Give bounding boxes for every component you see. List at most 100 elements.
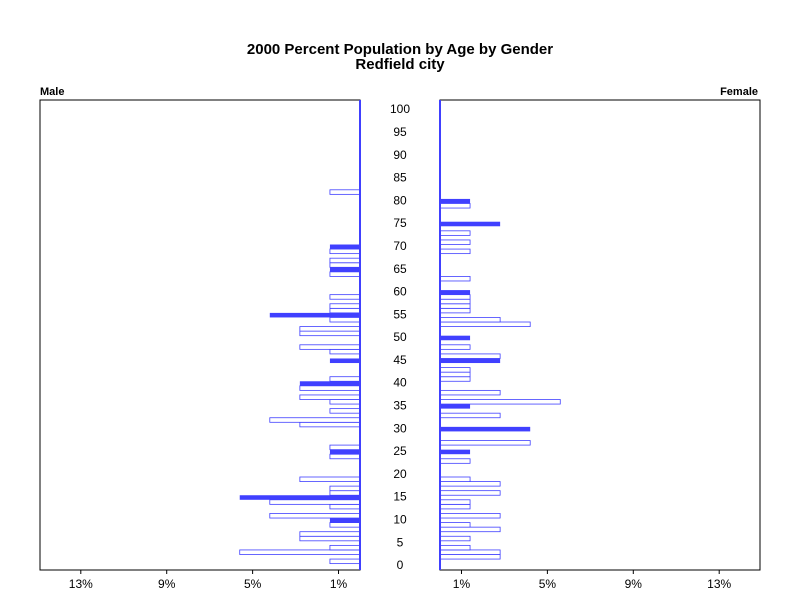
bar xyxy=(299,421,361,428)
bar xyxy=(439,458,471,464)
bar xyxy=(439,503,471,510)
y-tick-label: 50 xyxy=(393,330,407,344)
y-tick-label: 5 xyxy=(397,535,404,549)
bar xyxy=(299,394,361,400)
x-tick-label: 5% xyxy=(539,577,557,591)
bar xyxy=(329,257,361,264)
bar xyxy=(299,476,361,482)
bar xyxy=(329,485,361,492)
bar xyxy=(299,531,361,537)
y-tick-label: 20 xyxy=(393,467,407,481)
bar xyxy=(439,440,531,446)
bar xyxy=(439,389,501,396)
bar xyxy=(439,367,471,373)
y-tick-label: 95 xyxy=(393,125,407,139)
bar xyxy=(439,544,471,551)
bar xyxy=(329,262,361,268)
y-tick-label: 35 xyxy=(393,399,407,413)
right-panel-frame xyxy=(439,99,761,571)
bar xyxy=(439,490,501,496)
bar xyxy=(329,248,361,255)
bar xyxy=(439,554,501,560)
bar xyxy=(299,326,361,332)
chart-title: 2000 Percent Population by Age by Gender xyxy=(247,41,553,58)
bar xyxy=(329,244,360,250)
bar xyxy=(329,444,361,451)
bar xyxy=(439,399,561,405)
bar xyxy=(299,344,361,350)
x-tick-label: 5% xyxy=(244,577,262,591)
left-panel-label: Male xyxy=(40,86,64,98)
bar xyxy=(440,290,471,295)
bar xyxy=(329,189,361,195)
y-tick-label: 30 xyxy=(393,421,407,435)
bar xyxy=(439,230,471,236)
y-tick-label: 60 xyxy=(393,285,407,299)
bar xyxy=(299,385,361,391)
bar xyxy=(439,317,501,323)
bar xyxy=(299,330,361,337)
bar xyxy=(329,449,360,455)
x-tick-label: 1% xyxy=(453,577,471,591)
x-tick-label: 1% xyxy=(330,577,348,591)
y-tick-label: 75 xyxy=(393,216,407,230)
y-tick-label: 70 xyxy=(393,239,407,253)
bar xyxy=(439,412,501,419)
bar xyxy=(329,307,361,314)
bar xyxy=(439,535,471,542)
bar xyxy=(329,376,361,382)
bar xyxy=(329,503,361,510)
bar xyxy=(329,518,360,523)
y-tick-label: 10 xyxy=(393,512,407,526)
bar xyxy=(439,248,471,255)
y-tick-label: 40 xyxy=(393,376,407,390)
right-panel-label: Female xyxy=(720,86,758,98)
bar xyxy=(440,198,471,204)
x-tick-label: 9% xyxy=(625,577,643,591)
bar xyxy=(329,267,360,272)
bar xyxy=(269,312,360,318)
bar xyxy=(439,499,471,505)
bar xyxy=(439,549,501,555)
bar xyxy=(329,558,361,565)
bar xyxy=(439,294,471,300)
bar xyxy=(439,276,471,282)
bar xyxy=(329,408,361,414)
bar xyxy=(329,544,361,551)
y-tick-label: 65 xyxy=(393,262,407,276)
bar xyxy=(299,535,361,542)
bar xyxy=(269,499,361,505)
chart-subtitle: Redfield city xyxy=(355,56,445,73)
bar xyxy=(440,221,501,227)
x-tick-label: 13% xyxy=(707,577,731,591)
bar xyxy=(239,549,361,555)
y-tick-label: 100 xyxy=(390,102,410,116)
bar xyxy=(440,335,471,341)
x-tick-label: 9% xyxy=(158,577,176,591)
bar xyxy=(439,481,501,487)
bar xyxy=(239,495,360,500)
bar xyxy=(269,513,361,519)
bar xyxy=(439,476,471,482)
bar xyxy=(329,490,361,496)
bar xyxy=(329,271,361,277)
bar xyxy=(329,399,361,405)
bar xyxy=(329,522,361,528)
bar xyxy=(299,381,360,386)
bar xyxy=(439,513,501,519)
y-tick-label: 85 xyxy=(393,171,407,185)
x-tick-label: 13% xyxy=(69,577,93,591)
bar xyxy=(329,348,361,355)
bar xyxy=(439,303,471,309)
bar xyxy=(439,526,501,533)
bar xyxy=(440,426,531,432)
bar xyxy=(440,358,501,364)
bar xyxy=(269,417,361,423)
y-tick-label: 90 xyxy=(393,148,407,162)
bar xyxy=(439,376,471,382)
bar xyxy=(329,453,361,460)
y-tick-label: 55 xyxy=(393,307,407,321)
bar xyxy=(439,203,471,209)
y-tick-label: 25 xyxy=(393,444,407,458)
